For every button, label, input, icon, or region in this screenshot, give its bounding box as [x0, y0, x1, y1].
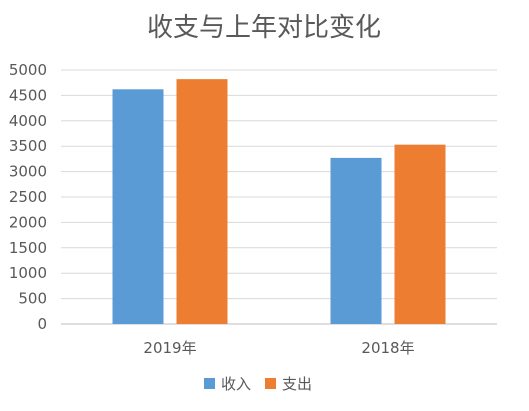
legend-swatch-expense — [265, 378, 276, 389]
y-tick-label: 4500 — [9, 86, 47, 104]
y-tick-label: 2000 — [9, 213, 47, 231]
y-tick-label: 2500 — [9, 188, 47, 206]
bar-income-0 — [112, 89, 164, 324]
bar-expense-0 — [176, 79, 228, 324]
y-tick-label: 1000 — [9, 264, 47, 282]
y-tick-label: 500 — [18, 290, 47, 308]
y-tick-label: 3000 — [9, 163, 47, 181]
y-axis-ticks: 0 500 1000 1500 2000 2500 3000 3500 4000 4500 5000 — [9, 61, 47, 333]
x-axis-categories: 2019年 2018年 — [143, 339, 414, 357]
y-tick-label: 3500 — [9, 137, 47, 155]
y-tick-label: 1500 — [9, 239, 47, 257]
legend: 收入 支出 — [204, 375, 312, 393]
x-category-label: 2019年 — [143, 339, 196, 357]
x-category-label: 2018年 — [361, 339, 414, 357]
bar-income-1 — [330, 157, 382, 324]
bar-expense-1 — [394, 144, 446, 324]
y-tick-label: 0 — [37, 315, 47, 333]
legend-label-expense: 支出 — [282, 375, 312, 393]
y-tick-label: 4000 — [9, 112, 47, 130]
legend-swatch-income — [204, 378, 215, 389]
y-tick-label: 5000 — [9, 61, 47, 79]
bars — [112, 79, 446, 324]
chart-title: 收支与上年对比变化 — [147, 13, 381, 43]
legend-label-income: 收入 — [221, 375, 251, 393]
